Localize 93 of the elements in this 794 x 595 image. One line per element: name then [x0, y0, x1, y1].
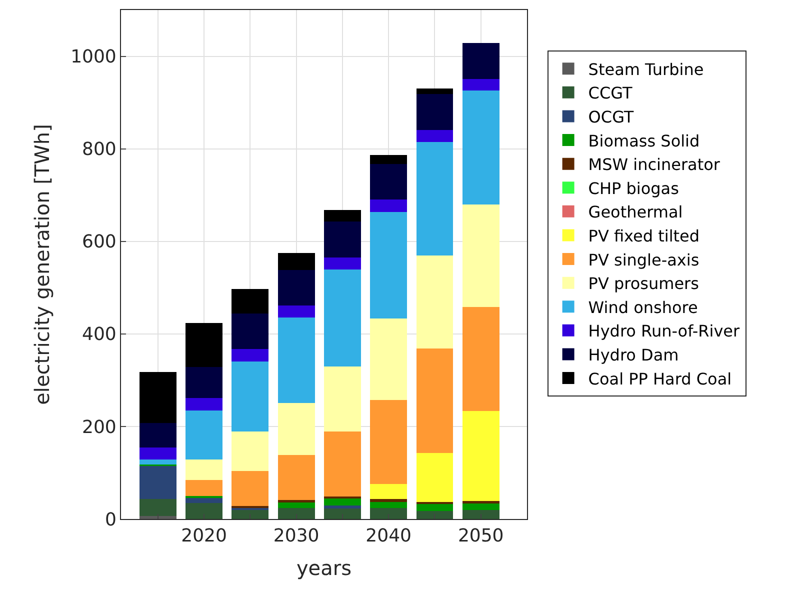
bar: [139, 459, 176, 464]
x-tick-label: 2050: [458, 526, 504, 547]
legend-label: Hydro Dam: [588, 345, 679, 364]
bar: [324, 258, 361, 270]
bar: [278, 270, 315, 306]
y-tick-label: 200: [82, 416, 116, 438]
x-tick-label: 2040: [366, 526, 412, 547]
bar: [416, 88, 454, 94]
bar: [324, 432, 361, 496]
bar: [278, 502, 315, 508]
bar: [186, 497, 222, 503]
x-axis-title: years: [296, 556, 352, 580]
legend-label: Steam Turbine: [588, 60, 704, 79]
bar: [324, 498, 361, 506]
bar: [370, 200, 408, 212]
bar: [186, 322, 222, 368]
bar: [324, 366, 361, 432]
bar: [139, 499, 176, 516]
bar: [186, 410, 222, 460]
legend-label: OCGT: [588, 107, 634, 126]
legend-label: Hydro Run-of-River: [588, 322, 740, 341]
bar: [186, 367, 222, 398]
bar: [186, 480, 222, 496]
bar: [370, 318, 408, 400]
legend-label: PV fixed tilted: [588, 226, 700, 246]
x-tick-label: 2030: [273, 526, 320, 547]
bar: [278, 252, 315, 270]
y-tick-label: 1000: [70, 46, 116, 68]
bar: [416, 504, 454, 512]
bar: [370, 154, 408, 164]
y-tick-label: 600: [82, 232, 116, 253]
bar: [324, 210, 361, 222]
bar: [278, 318, 315, 403]
bar: [416, 511, 454, 519]
y-tick-label: 800: [82, 139, 116, 160]
bar: [416, 255, 454, 348]
bar: [232, 314, 269, 350]
bar: [462, 42, 500, 79]
legend-label: PV prosumers: [588, 274, 699, 294]
legend-label: CHP biogas: [588, 178, 679, 198]
bar: [232, 510, 269, 519]
bar: [186, 502, 222, 519]
bar: [232, 470, 269, 506]
legend-label: Geothermal: [588, 202, 683, 222]
x-tick-label: 2020: [181, 526, 227, 547]
bar: [278, 306, 315, 318]
bar: [324, 221, 361, 258]
y-axis-title: electricity generation [TWh]: [30, 124, 54, 405]
bar: [370, 484, 408, 500]
bar: [462, 307, 500, 412]
legend-label: CCGT: [588, 84, 632, 103]
bar: [416, 130, 454, 142]
bar: [232, 362, 269, 432]
legend-label: Wind onshore: [588, 298, 698, 317]
legend-label: Coal PP Hard Coal: [588, 369, 732, 388]
bar: [278, 455, 315, 500]
bar: [370, 212, 408, 319]
bar: [416, 142, 454, 256]
bar: [139, 516, 176, 519]
bar: [370, 400, 408, 484]
bar: [416, 348, 454, 453]
bar: [232, 289, 269, 314]
bar: [462, 90, 500, 204]
bar: [278, 402, 315, 456]
bar: [462, 411, 500, 501]
bar: [139, 423, 176, 448]
bar: [370, 499, 408, 502]
bar: [462, 204, 500, 308]
bar: [232, 432, 269, 471]
y-tick-label: 400: [82, 324, 116, 346]
bar: [139, 465, 176, 500]
bar: [324, 506, 361, 508]
bar: [462, 503, 500, 510]
bar: [186, 459, 222, 480]
bar: [462, 78, 500, 91]
bar: [370, 508, 408, 519]
bar: [278, 508, 315, 519]
bar: [462, 510, 500, 519]
bar: [370, 502, 408, 508]
bar: [462, 500, 500, 504]
bar: [232, 349, 269, 362]
bar: [416, 94, 454, 130]
bar: [139, 447, 176, 460]
bar: [370, 164, 408, 200]
bar: [416, 452, 454, 502]
bar: [324, 270, 361, 366]
legend-label: PV single-axis: [588, 250, 700, 270]
legend-label: MSW incinerator: [588, 155, 720, 174]
bar: [139, 372, 176, 424]
bar: [186, 398, 222, 410]
y-tick-label: 0: [104, 509, 116, 530]
bar: [324, 508, 361, 519]
legend-label: Biomass Solid: [588, 131, 700, 150]
